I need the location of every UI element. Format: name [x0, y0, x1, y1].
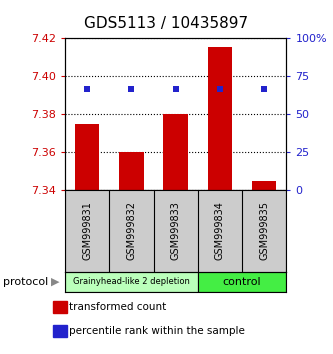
Text: Grainyhead-like 2 depletion: Grainyhead-like 2 depletion — [73, 277, 190, 286]
Text: protocol: protocol — [3, 277, 49, 287]
Text: GSM999835: GSM999835 — [259, 201, 269, 260]
Text: GSM999834: GSM999834 — [215, 201, 225, 260]
Bar — [164, 114, 188, 190]
Bar — [252, 181, 276, 190]
Bar — [198, 272, 286, 292]
Bar — [53, 301, 67, 313]
Bar — [119, 152, 144, 190]
Text: ▶: ▶ — [51, 277, 59, 287]
Text: GDS5113 / 10435897: GDS5113 / 10435897 — [85, 16, 248, 31]
Text: percentile rank within the sample: percentile rank within the sample — [69, 326, 245, 336]
Bar — [208, 47, 232, 190]
Text: GSM999832: GSM999832 — [126, 201, 137, 260]
Text: GSM999831: GSM999831 — [82, 201, 92, 260]
Text: control: control — [223, 277, 261, 287]
Bar — [53, 325, 67, 337]
Bar — [65, 272, 198, 292]
Text: transformed count: transformed count — [69, 302, 166, 312]
Bar — [75, 124, 99, 190]
Text: GSM999833: GSM999833 — [170, 201, 181, 260]
